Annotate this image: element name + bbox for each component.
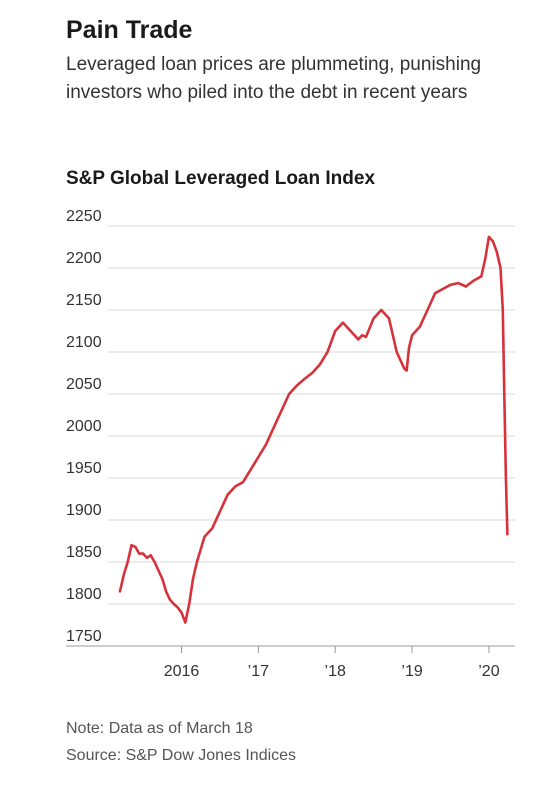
x-tick-label: ’20 — [478, 663, 499, 680]
x-tick-label: 2016 — [164, 663, 200, 680]
y-tick-label: 1900 — [66, 502, 102, 519]
page-subtitle: Leveraged loan prices are plummeting, pu… — [66, 54, 482, 103]
source-text: Source: S&P Dow Jones Indices — [66, 747, 297, 764]
y-tick-label: 1950 — [66, 460, 102, 477]
y-tick-label: 1800 — [66, 586, 102, 603]
chart-title: S&P Global Leveraged Loan Index — [66, 168, 376, 189]
y-tick-label: 2150 — [66, 292, 102, 309]
y-tick-label: 2100 — [66, 334, 102, 351]
x-tick-label: ’19 — [401, 663, 422, 680]
footnotes: Note: Data as of March 18 Source: S&P Do… — [66, 715, 296, 769]
x-axis: 2016 ’17 ’18 ’19 ’20 — [164, 646, 500, 680]
note-text: Note: Data as of March 18 — [66, 720, 253, 737]
page-title: Pain Trade — [66, 16, 193, 44]
x-tick-label: ’17 — [248, 663, 269, 680]
series-line — [118, 235, 509, 624]
y-tick-label: 2250 — [66, 208, 102, 225]
y-tick-label: 2050 — [66, 376, 102, 393]
y-axis: 1750 1800 1850 1900 1950 2000 2050 2100 2150 2200… — [66, 208, 102, 645]
y-tick-label: 1750 — [66, 628, 102, 645]
y-tick-label: 2000 — [66, 418, 102, 435]
line-chart: 1750 1800 1850 1900 1950 2000 2050 2100 2150 2200… — [66, 208, 515, 680]
grid-lines — [66, 225, 515, 647]
y-tick-label: 1850 — [66, 544, 102, 561]
x-tick-label: ’18 — [325, 663, 346, 680]
y-tick-label: 2200 — [66, 250, 102, 267]
